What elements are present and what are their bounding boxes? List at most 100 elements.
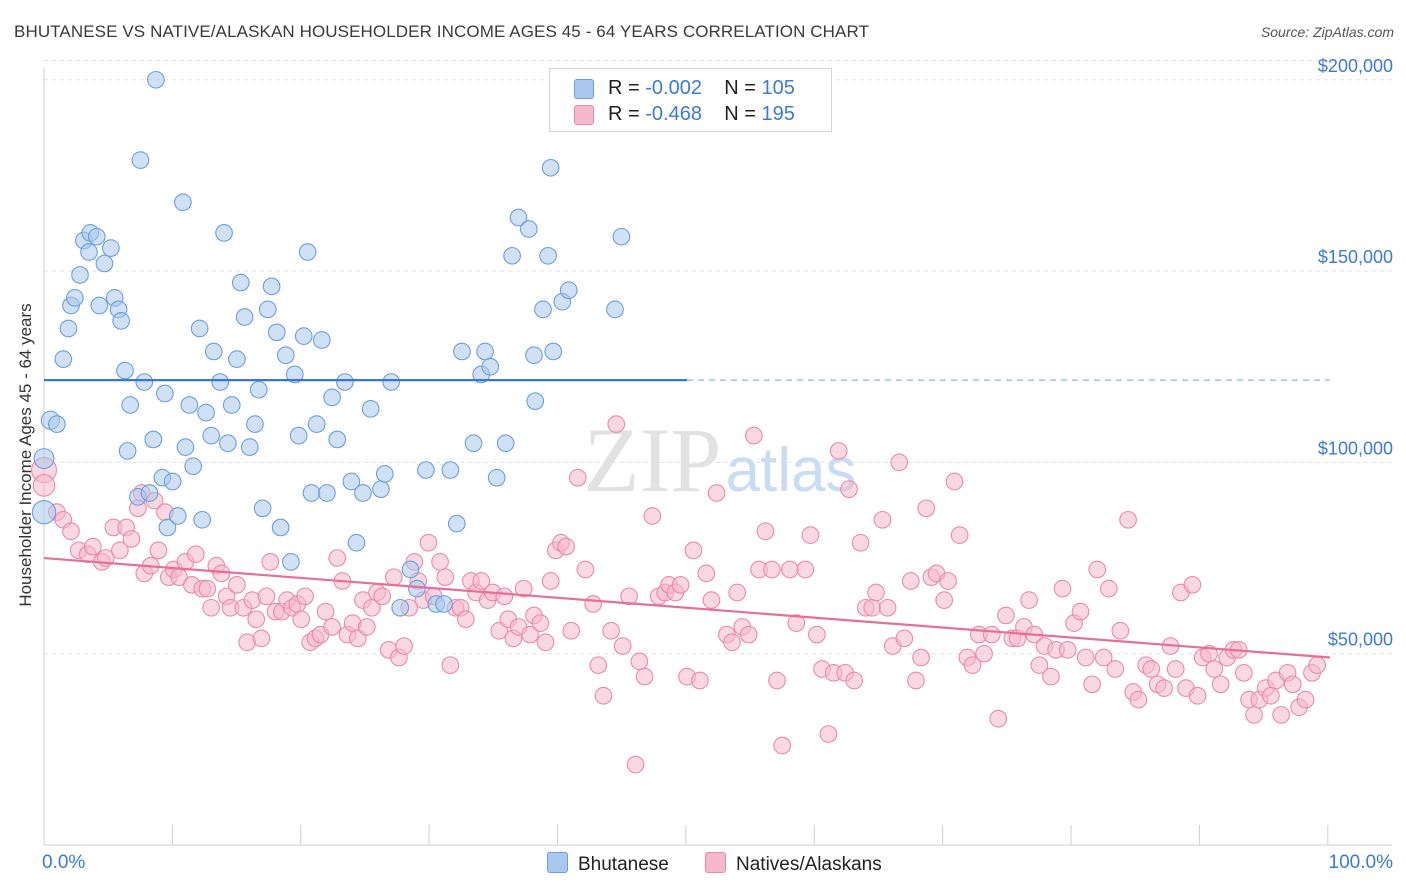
data-point bbox=[382, 373, 401, 391]
data-point bbox=[526, 392, 545, 411]
data-point bbox=[408, 579, 426, 598]
data-point bbox=[950, 526, 969, 544]
data-point bbox=[342, 472, 361, 491]
data-point bbox=[249, 380, 268, 399]
data-point bbox=[361, 399, 380, 418]
legend-n-label: N = bbox=[724, 103, 756, 125]
y-tick-label: $100,000 bbox=[1318, 438, 1393, 458]
data-point bbox=[372, 480, 390, 499]
data-point bbox=[702, 591, 721, 609]
data-point bbox=[441, 461, 460, 479]
data-point bbox=[557, 537, 575, 556]
data-point bbox=[613, 637, 632, 655]
legend-item-natives[interactable]: Natives/Alaskans bbox=[705, 852, 882, 876]
legend-item-bhutanese[interactable]: Bhutanese bbox=[547, 852, 669, 876]
data-point bbox=[1129, 690, 1148, 709]
data-point bbox=[867, 583, 885, 602]
y-tick-label: $150,000 bbox=[1318, 247, 1393, 267]
data-point bbox=[204, 342, 223, 361]
data-point bbox=[1042, 667, 1060, 686]
data-point bbox=[318, 484, 336, 502]
tick-labels: $50,000 $100,000 $150,000 $200,000 bbox=[1318, 56, 1393, 650]
data-point bbox=[147, 70, 165, 89]
data-point bbox=[197, 403, 215, 422]
data-point bbox=[819, 725, 838, 743]
data-point bbox=[391, 598, 410, 617]
data-point bbox=[1083, 675, 1101, 694]
data-point bbox=[728, 583, 747, 602]
data-point bbox=[495, 587, 514, 606]
data-point bbox=[253, 499, 272, 518]
data-point bbox=[168, 507, 187, 525]
legend-r-value: -0.002 bbox=[645, 77, 702, 99]
stats-legend: R = -0.002 N = 105 R = -0.468 N = 195 bbox=[549, 68, 832, 132]
data-point bbox=[211, 373, 230, 391]
data-point bbox=[384, 568, 403, 587]
data-point bbox=[149, 541, 168, 560]
data-point bbox=[594, 686, 613, 705]
data-point bbox=[144, 430, 163, 449]
data-point bbox=[135, 373, 154, 391]
data-point bbox=[464, 434, 483, 453]
data-point bbox=[71, 266, 89, 284]
data-point bbox=[496, 434, 515, 453]
data-point bbox=[276, 346, 295, 365]
data-point bbox=[323, 618, 341, 636]
trend-line-natives bbox=[43, 556, 1331, 659]
chart-title: BHUTANESE VS NATIVE/ALASKAN HOUSEHOLDER … bbox=[14, 22, 870, 41]
data-point bbox=[131, 151, 150, 169]
data-point bbox=[202, 598, 221, 617]
data-point bbox=[176, 438, 195, 456]
data-point bbox=[323, 388, 341, 407]
data-point bbox=[808, 625, 826, 644]
data-point bbox=[193, 510, 212, 529]
data-point bbox=[48, 415, 66, 433]
data-point bbox=[354, 484, 372, 502]
data-point bbox=[267, 323, 286, 342]
data-point bbox=[112, 311, 131, 330]
data-point bbox=[626, 755, 645, 774]
data-point bbox=[289, 426, 308, 445]
data-point bbox=[739, 625, 758, 644]
data-point bbox=[829, 442, 848, 460]
data-point bbox=[873, 510, 892, 529]
data-point bbox=[1211, 675, 1230, 694]
data-point bbox=[756, 522, 775, 541]
data-point bbox=[975, 644, 993, 663]
data-point bbox=[1234, 663, 1253, 682]
data-point bbox=[963, 656, 982, 675]
data-point bbox=[796, 560, 815, 579]
data-point bbox=[584, 595, 602, 613]
data-point bbox=[84, 537, 102, 556]
data-point bbox=[33, 448, 55, 470]
data-point bbox=[1296, 690, 1315, 709]
data-point bbox=[431, 553, 449, 571]
data-point bbox=[271, 518, 290, 537]
data-point bbox=[240, 438, 259, 456]
data-point bbox=[186, 545, 205, 564]
data-point bbox=[1088, 560, 1107, 579]
data-point bbox=[539, 246, 557, 265]
data-point bbox=[66, 289, 84, 307]
data-point bbox=[620, 587, 638, 606]
data-point bbox=[982, 625, 1001, 644]
data-point bbox=[307, 415, 326, 433]
series-bhutanese-points bbox=[31, 70, 631, 617]
data-point bbox=[312, 331, 331, 349]
data-point bbox=[1111, 621, 1130, 640]
data-point bbox=[235, 308, 254, 326]
data-point bbox=[401, 560, 420, 579]
data-point bbox=[80, 243, 98, 261]
data-point bbox=[294, 327, 313, 345]
data-point bbox=[707, 484, 726, 502]
data-point bbox=[519, 220, 538, 238]
data-point bbox=[851, 533, 870, 552]
grid-lines bbox=[44, 60, 1394, 655]
data-point bbox=[1020, 591, 1038, 609]
data-point bbox=[102, 239, 120, 257]
data-point bbox=[691, 671, 709, 690]
data-point bbox=[697, 564, 716, 583]
data-point bbox=[544, 342, 563, 361]
data-point bbox=[328, 549, 347, 567]
data-point bbox=[453, 342, 471, 361]
